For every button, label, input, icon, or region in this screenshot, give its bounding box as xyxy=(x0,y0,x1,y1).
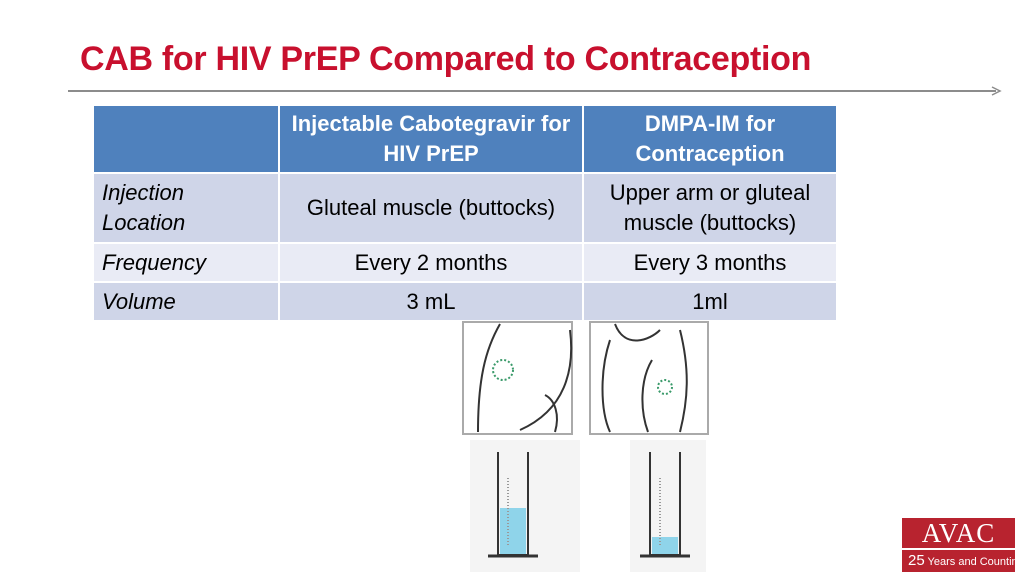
header-cell: DMPA-IM for Contraception xyxy=(582,104,838,174)
row: Injection Location Gluteal muscle (butto… xyxy=(92,172,838,244)
row: Frequency Every 2 months Every 3 months xyxy=(92,242,838,283)
cell: Every 2 months xyxy=(278,242,584,283)
cell: 3 mL xyxy=(278,281,584,322)
cell: Every 3 months xyxy=(582,242,838,283)
title-rule xyxy=(68,86,1002,96)
slide-title: CAB for HIV PrEP Compared to Contracepti… xyxy=(80,40,812,78)
row-label: Volume xyxy=(92,281,280,322)
avac-logo: AVAC 25 Years and Counting xyxy=(902,518,1024,572)
logo-name: AVAC xyxy=(902,518,1015,548)
header-cell xyxy=(92,104,280,174)
logo-number: 25 xyxy=(908,552,925,569)
row-label: Frequency xyxy=(92,242,280,283)
logo-tagline: 25 Years and Counting xyxy=(902,548,1024,572)
cell: 1ml xyxy=(582,281,838,322)
cell: Gluteal muscle (buttocks) xyxy=(278,172,584,244)
logo-text: Years and Counting xyxy=(927,556,1024,568)
row-label: Injection Location xyxy=(92,172,280,244)
cylinder-3ml xyxy=(470,440,580,572)
row: Volume 3 mL 1ml xyxy=(92,281,838,322)
header-cell: Injectable Cabotegravir for HIV PrEP xyxy=(278,104,584,174)
header-row: Injectable Cabotegravir for HIV PrEP DMP… xyxy=(92,104,838,174)
comparison-table: Injectable Cabotegravir for HIV PrEP DMP… xyxy=(92,104,838,322)
buttock-illustration xyxy=(462,321,573,435)
cell: Upper arm or gluteal muscle (buttocks) xyxy=(582,172,838,244)
arm-illustration xyxy=(589,321,709,435)
cylinder-1ml xyxy=(630,440,706,572)
